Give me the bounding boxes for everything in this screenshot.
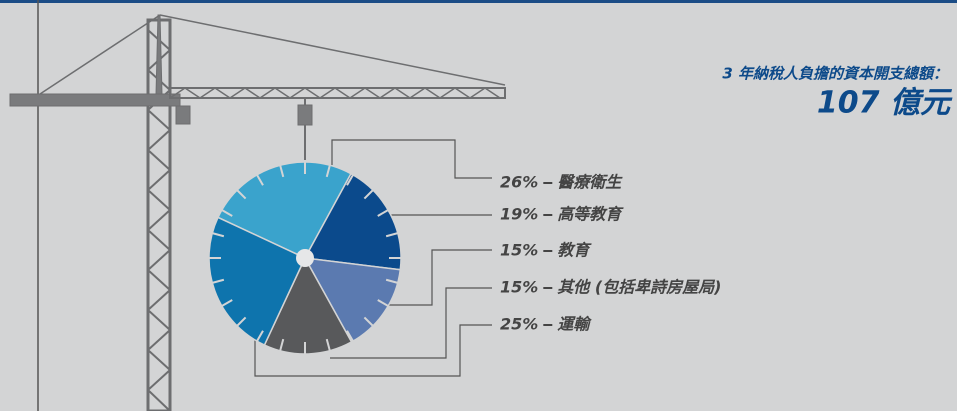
saw-notch [385, 232, 398, 238]
saw-notch [221, 209, 233, 217]
saw-notch [325, 338, 331, 351]
saw-notch [279, 338, 285, 351]
pie-slice [303, 257, 402, 343]
value-label: 25% [500, 315, 538, 334]
saw-notch [279, 165, 285, 178]
chart-subtitle: 107 億元 [817, 86, 953, 121]
saw-notch [256, 330, 264, 342]
saw-notch [221, 299, 233, 307]
saw-notch [385, 278, 398, 284]
saw-notch [377, 209, 389, 217]
category-label: 教育 [557, 241, 592, 260]
chart-title: 3 年納稅人負擔的資本開支總額： [722, 65, 948, 83]
value-label: 15% [500, 241, 538, 260]
category-label: 醫療衛生 [557, 173, 623, 192]
saw-notch [236, 316, 247, 327]
saw-notch [236, 189, 247, 200]
leader-lines [254, 139, 492, 377]
pie-slice [263, 256, 353, 355]
hub [296, 249, 314, 267]
category-label: 其他 (包括卑詩房屋局) [557, 278, 721, 297]
category-label: 運輸 [557, 315, 592, 334]
saw-notch [363, 316, 374, 327]
saw-notch [346, 174, 354, 186]
top-border [0, 0, 957, 3]
pie-slice [208, 216, 306, 347]
value-label: 26% [500, 173, 538, 192]
pie [208, 161, 402, 355]
value-label: 19% [500, 205, 538, 224]
pie-slice [303, 172, 402, 271]
saw-notch [212, 232, 225, 238]
category-label: 高等教育 [557, 205, 624, 224]
value-label: 15% [500, 278, 538, 297]
saw-notch [377, 299, 389, 307]
crane [9, 14, 506, 411]
saw-notch [325, 165, 331, 178]
saw-notch [346, 330, 354, 342]
saw-notch [363, 189, 374, 200]
saw-notch [256, 174, 264, 186]
saw-notch [212, 278, 225, 284]
